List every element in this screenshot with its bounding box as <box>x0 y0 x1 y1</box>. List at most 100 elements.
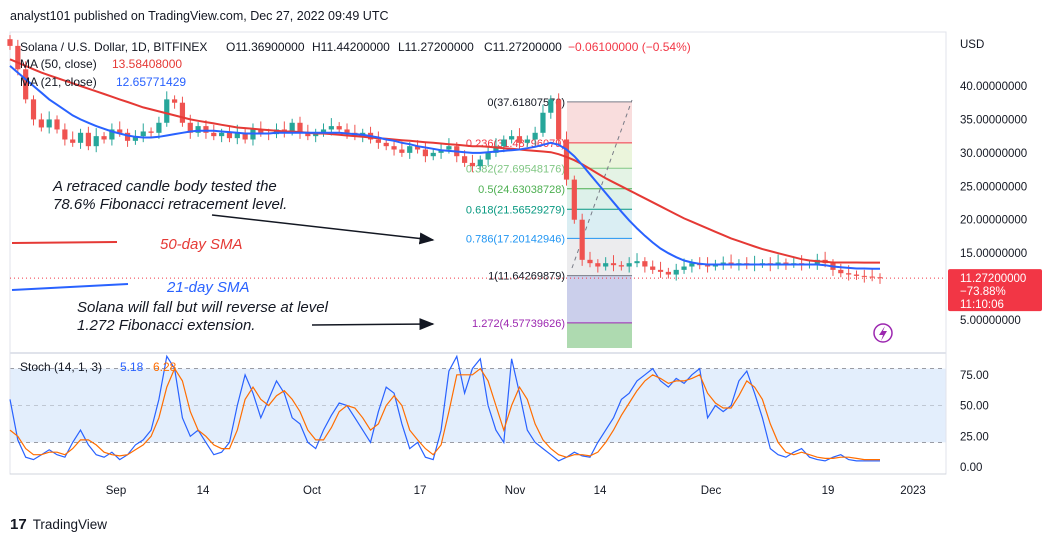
indicator-label: MA (21, close) <box>20 75 97 89</box>
candle-body <box>93 136 99 147</box>
candle-body <box>634 261 640 264</box>
candle-body <box>587 259 593 264</box>
candle-body <box>258 129 264 133</box>
candle-body <box>164 99 170 123</box>
fib-level-label: 0(37.61807576) <box>487 97 565 109</box>
fib-level-label: 0.786(17.20142946) <box>466 233 565 245</box>
price-chart[interactable]: 0(37.61807576)0.236(31.48796079)0.382(27… <box>0 0 1052 514</box>
last-price-countdown: 11:10:06 <box>960 299 1004 311</box>
annotation-line-1: A retraced candle body tested the <box>52 178 277 195</box>
ma21-line <box>9 65 880 270</box>
candle-body <box>618 265 624 267</box>
candle-body <box>681 266 687 270</box>
candle-body <box>493 146 499 153</box>
candle-body <box>430 152 436 157</box>
fib-trend-line <box>571 99 633 269</box>
fib-zone-5 <box>567 238 632 276</box>
candle-body <box>704 265 711 267</box>
annotation-50-sma: 50-day SMA <box>160 236 243 253</box>
fib-zone-extension-upper <box>567 275 632 323</box>
candle-body <box>877 277 883 279</box>
candle-body <box>234 132 240 139</box>
annotation-line-6: 1.272 Fibonacci extension. <box>77 317 255 334</box>
candle-body <box>242 132 248 140</box>
candle-body <box>579 219 585 260</box>
candle-body <box>62 129 68 140</box>
stoch-d-value: 6.28 <box>153 360 177 374</box>
arrow-to-fib-1272 <box>311 318 435 331</box>
price-tick-label: 5.00000000 <box>960 315 1021 327</box>
candle-body <box>861 275 867 277</box>
time-tick-label: 17 <box>414 485 427 497</box>
lightning-icon-bolt <box>879 326 887 341</box>
arrow-to-fib-786 <box>211 214 435 245</box>
candle-body <box>171 99 178 103</box>
indicator-value: 12.65771429 <box>116 75 186 89</box>
annotation-21-sma: 21-day SMA <box>166 279 250 296</box>
candle-body <box>297 122 303 133</box>
published-line: analyst101 published on TradingView.com,… <box>10 9 389 23</box>
publish-header: analyst101 published on TradingView.com,… <box>0 0 1052 32</box>
candle-body <box>626 263 632 267</box>
last-price-badge <box>948 269 1042 312</box>
candle-body <box>226 132 233 139</box>
ohlc-label: C11.27200000 <box>484 40 562 54</box>
price-tick-label: 15.00000000 <box>960 248 1027 260</box>
candle-body <box>375 139 381 143</box>
candle-body <box>407 146 413 153</box>
tradingview-brand: TradingView <box>32 516 107 532</box>
ohlc-label: L11.27200000 <box>398 40 474 54</box>
candle-body <box>516 136 523 143</box>
ma50-line <box>9 58 880 264</box>
candle-body <box>610 263 617 266</box>
price-tick-label: 20.00000000 <box>960 215 1027 227</box>
candle-body <box>501 139 507 147</box>
stoch-tick-label: 0.00 <box>960 462 982 474</box>
candle-body <box>54 119 60 130</box>
candle-body <box>187 122 193 133</box>
candle-body <box>548 99 554 113</box>
fib-level-label: 0.382(27.69548176) <box>466 163 565 175</box>
candle-body <box>383 142 389 147</box>
candle-body <box>46 119 52 128</box>
candle-body <box>689 263 695 267</box>
candle-body <box>70 139 76 143</box>
candle-body <box>289 122 295 132</box>
candle-body <box>838 269 844 274</box>
tradingview-logo-icon: 17 <box>10 515 27 533</box>
candle-body <box>38 119 44 128</box>
price-tick-label: 30.00000000 <box>960 148 1027 160</box>
candle-body <box>328 126 334 130</box>
last-price-change: −73.88% <box>960 286 1006 298</box>
stoch-k-line <box>9 354 880 462</box>
candle-body <box>783 262 789 264</box>
fib-zone-extension-lower <box>567 322 632 348</box>
annotation-ma50-sample <box>11 241 118 244</box>
time-tick-label: 19 <box>822 485 835 497</box>
ohlc-label: −0.06100000 (−0.54%) <box>568 40 691 54</box>
candle-body <box>853 274 860 276</box>
candle-body <box>320 129 327 133</box>
candle-body <box>720 262 726 264</box>
candle-body <box>124 132 131 141</box>
annotation-line-5: Solana will fall but will reverse at lev… <box>77 299 329 316</box>
candle-body <box>7 39 13 46</box>
candle-body <box>195 126 201 133</box>
candle-body <box>571 179 577 220</box>
last-price-value: 11.27200000 <box>960 273 1026 285</box>
currency-label: USD <box>960 39 984 51</box>
candle-body <box>148 131 154 133</box>
candle-body <box>85 132 91 147</box>
time-tick-label: 2023 <box>900 485 926 497</box>
fib-level-label: 0.5(24.63038728) <box>478 184 565 196</box>
candle-body <box>556 99 562 140</box>
time-tick-label: 14 <box>594 485 607 497</box>
ohlc-label: O11.36900000 <box>226 40 305 54</box>
candle-body <box>179 102 186 123</box>
stoch-tick-label: 75.00 <box>960 370 989 382</box>
time-tick-label: Oct <box>303 485 322 497</box>
candle-body <box>665 271 671 275</box>
candle-body <box>642 261 648 267</box>
candle-body <box>446 146 452 150</box>
candle-body <box>281 129 287 132</box>
